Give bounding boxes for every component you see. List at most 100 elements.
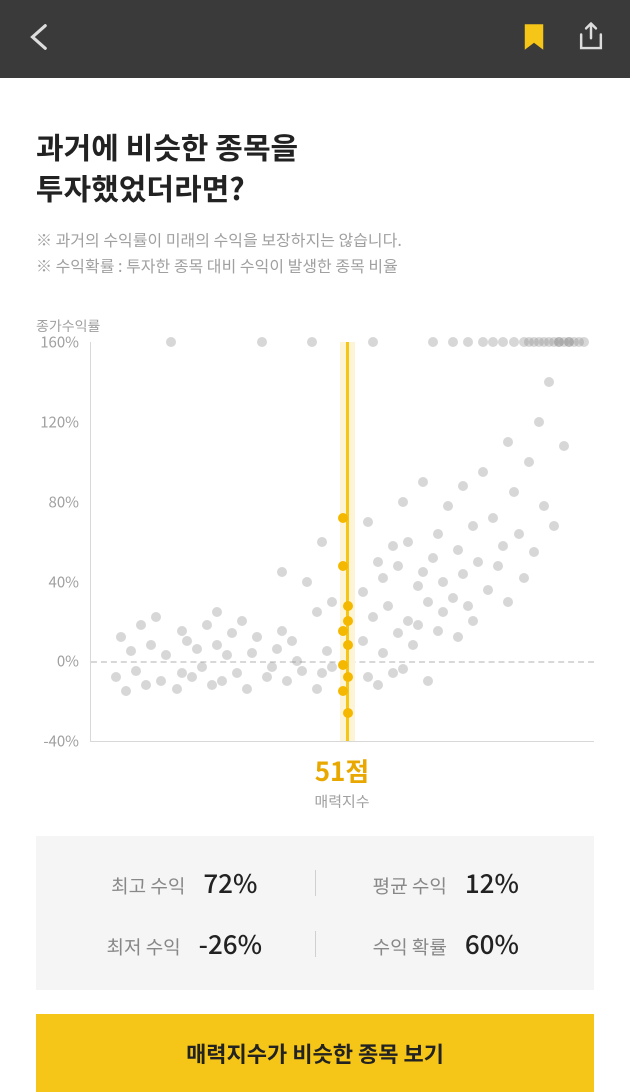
stat-min: 최저 수익 -26% bbox=[54, 925, 315, 962]
data-point bbox=[559, 441, 569, 451]
header-bar bbox=[0, 0, 630, 78]
data-point bbox=[503, 597, 513, 607]
data-point bbox=[478, 467, 488, 477]
data-point bbox=[509, 337, 519, 347]
data-point bbox=[519, 573, 529, 583]
data-point bbox=[343, 708, 353, 718]
data-point bbox=[363, 672, 373, 682]
stat-max-label: 최고 수익 bbox=[111, 872, 185, 899]
x-axis-label: 매력지수 bbox=[90, 791, 594, 812]
data-point bbox=[373, 680, 383, 690]
y-tick: 120% bbox=[40, 411, 79, 432]
data-point bbox=[126, 646, 136, 656]
data-point bbox=[338, 626, 348, 636]
data-point bbox=[182, 636, 192, 646]
data-point bbox=[468, 521, 478, 531]
data-point bbox=[498, 337, 508, 347]
data-point bbox=[282, 676, 292, 686]
data-point bbox=[503, 437, 513, 447]
data-point bbox=[343, 672, 353, 682]
data-point bbox=[212, 640, 222, 650]
data-point bbox=[312, 607, 322, 617]
stat-min-label: 최저 수익 bbox=[106, 933, 180, 960]
data-point bbox=[433, 626, 443, 636]
data-point bbox=[368, 337, 378, 347]
y-tick: -40% bbox=[43, 731, 79, 752]
data-point bbox=[252, 632, 262, 642]
data-point bbox=[192, 644, 202, 654]
data-point bbox=[257, 337, 267, 347]
data-point bbox=[277, 567, 287, 577]
data-point bbox=[438, 577, 448, 587]
data-point bbox=[488, 513, 498, 523]
data-point bbox=[131, 666, 141, 676]
data-point bbox=[458, 569, 468, 579]
data-point bbox=[338, 686, 348, 696]
data-point bbox=[161, 650, 171, 660]
data-point bbox=[388, 541, 398, 551]
data-point bbox=[418, 567, 428, 577]
data-point bbox=[262, 672, 272, 682]
data-point bbox=[292, 656, 302, 666]
stat-min-value: -26% bbox=[199, 925, 262, 962]
data-point bbox=[483, 585, 493, 595]
cta-label: 매력지수가 비슷한 종목 보기 bbox=[186, 1037, 444, 1069]
data-point bbox=[413, 620, 423, 630]
data-point bbox=[302, 577, 312, 587]
stat-prob-label: 수익 확률 bbox=[373, 933, 447, 960]
data-point bbox=[403, 616, 413, 626]
title-line-1: 과거에 비슷한 종목을 bbox=[36, 124, 298, 168]
data-point bbox=[151, 612, 161, 622]
back-button[interactable] bbox=[24, 20, 58, 59]
disclaimer-line-2: ※ 수익확률 : 투자한 종목 대비 수익이 발생한 종목 비율 bbox=[36, 253, 594, 279]
data-point bbox=[488, 337, 498, 347]
data-point bbox=[343, 616, 353, 626]
data-point bbox=[478, 337, 488, 347]
data-point bbox=[327, 662, 337, 672]
data-point bbox=[322, 646, 332, 656]
stat-avg: 평균 수익 12% bbox=[316, 864, 577, 901]
data-point bbox=[277, 626, 287, 636]
data-point bbox=[177, 668, 187, 678]
y-tick: 40% bbox=[49, 571, 79, 592]
bookmark-icon[interactable] bbox=[520, 22, 548, 57]
data-point bbox=[428, 337, 438, 347]
data-point bbox=[307, 337, 317, 347]
data-point bbox=[272, 644, 282, 654]
chart-plot-area: -40%0%40%80%120%160% bbox=[90, 342, 594, 742]
data-point bbox=[493, 561, 503, 571]
view-similar-button[interactable]: 매력지수가 비슷한 종목 보기 bbox=[36, 1014, 594, 1092]
data-point bbox=[121, 686, 131, 696]
data-point bbox=[418, 477, 428, 487]
data-point bbox=[146, 640, 156, 650]
stat-max: 최고 수익 72% bbox=[54, 864, 315, 901]
y-tick: 160% bbox=[40, 332, 79, 353]
data-point bbox=[312, 684, 322, 694]
data-point bbox=[448, 593, 458, 603]
share-icon[interactable] bbox=[576, 21, 606, 58]
data-point bbox=[509, 487, 519, 497]
stats-panel: 최고 수익 72% 평균 수익 12% 최저 수익 -26% 수익 확률 60% bbox=[36, 836, 594, 990]
data-point bbox=[403, 537, 413, 547]
data-point bbox=[524, 457, 534, 467]
data-point bbox=[443, 501, 453, 511]
data-point bbox=[222, 650, 232, 660]
stat-prob: 수익 확률 60% bbox=[316, 925, 577, 962]
data-point bbox=[227, 628, 237, 638]
data-point bbox=[267, 662, 277, 672]
score-label: 51점 매력지수 bbox=[90, 752, 594, 812]
data-point bbox=[197, 662, 207, 672]
data-point bbox=[383, 601, 393, 611]
data-point bbox=[388, 668, 398, 678]
main-content: 과거에 비슷한 종목을 투자했었더라면? ※ 과거의 수익률이 미래의 수익을 … bbox=[0, 78, 630, 1092]
data-point bbox=[363, 517, 373, 527]
data-point bbox=[187, 672, 197, 682]
data-point bbox=[438, 607, 448, 617]
data-point bbox=[373, 557, 383, 567]
scatter-chart: 종가수익률 -40%0%40%80%120%160% 51점 매력지수 bbox=[36, 316, 594, 812]
stat-avg-label: 평균 수익 bbox=[373, 872, 447, 899]
data-point bbox=[217, 676, 227, 686]
data-point bbox=[393, 561, 403, 571]
data-point bbox=[242, 684, 252, 694]
disclaimer-line-1: ※ 과거의 수익률이 미래의 수익을 보장하지는 않습니다. bbox=[36, 227, 594, 253]
